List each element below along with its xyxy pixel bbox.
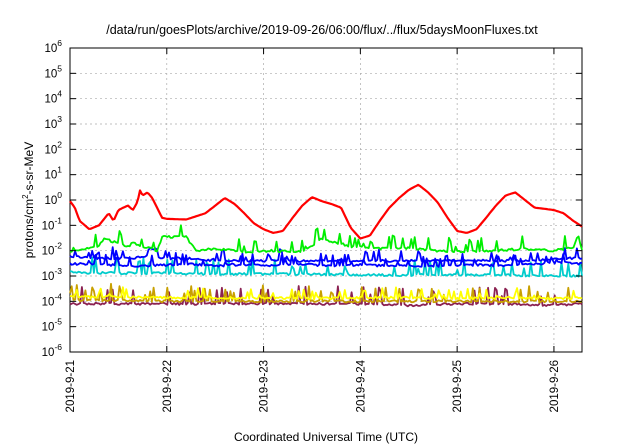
y-tick-base: 10 xyxy=(42,322,55,334)
x-tick-label: 2019-9-23 xyxy=(259,360,271,412)
y-tick-label: 104 xyxy=(44,89,62,106)
y-axis-ticks: 10-610-510-410-310-210-11001011021031041… xyxy=(42,38,582,359)
y-tick-base: 10 xyxy=(44,195,57,207)
y-tick-label: 106 xyxy=(44,38,62,55)
series-line xyxy=(70,256,583,278)
y-tick-exponent: 4 xyxy=(57,89,62,99)
y-tick-base: 10 xyxy=(44,144,57,156)
series-line xyxy=(69,224,583,254)
y-tick-exponent: -1 xyxy=(54,215,62,225)
y-tick-label: 102 xyxy=(44,139,62,156)
y-tick-exponent: -6 xyxy=(54,342,62,352)
x-tick-label: 2019-9-25 xyxy=(452,360,464,412)
y-tick-label: 10-6 xyxy=(42,342,63,359)
y-tick-exponent: 6 xyxy=(57,38,62,48)
x-axis-label: Coordinated Universal Time (UTC) xyxy=(234,430,418,444)
x-tick-label: 2019-9-26 xyxy=(549,360,561,412)
y-tick-label: 103 xyxy=(44,114,62,131)
series-line xyxy=(69,282,583,304)
series-layer xyxy=(69,183,583,308)
y-tick-label: 105 xyxy=(44,63,62,80)
y-tick-exponent: 3 xyxy=(57,114,62,124)
y-tick-base: 10 xyxy=(42,271,55,283)
x-tick-label: 2019-9-21 xyxy=(65,360,77,412)
y-tick-base: 10 xyxy=(44,43,57,55)
y-tick-label: 10-5 xyxy=(42,317,63,334)
y-tick-base: 10 xyxy=(44,94,57,106)
y-tick-base: 10 xyxy=(42,347,55,359)
y-tick-label: 100 xyxy=(44,190,62,207)
y-tick-exponent: -5 xyxy=(54,317,62,327)
y-tick-label: 10-1 xyxy=(42,215,63,232)
y-tick-exponent: -4 xyxy=(54,291,62,301)
x-tick-label: 2019-9-22 xyxy=(162,360,174,412)
y-tick-label: 101 xyxy=(44,165,62,182)
x-tick-label: 2019-9-24 xyxy=(355,359,367,412)
y-tick-exponent: -3 xyxy=(54,266,62,276)
y-tick-exponent: 2 xyxy=(57,139,62,149)
y-tick-base: 10 xyxy=(44,119,57,131)
series-line xyxy=(69,183,583,240)
y-tick-label: 10-3 xyxy=(42,266,63,283)
y-tick-label: 10-2 xyxy=(42,241,63,258)
y-tick-base: 10 xyxy=(42,296,55,308)
y-axis-label: protons/cm2-s-sr-MeV xyxy=(21,142,36,258)
series-line xyxy=(69,286,583,301)
x-axis-ticks: 2019-9-21 2019-9-22 2019-9-23 2019-9-24 2019… xyxy=(65,48,561,412)
y-tick-label: 10-4 xyxy=(42,291,63,308)
y-tick-exponent: 5 xyxy=(57,63,62,73)
y-tick-base: 10 xyxy=(44,170,57,182)
y-tick-base: 10 xyxy=(42,246,55,258)
y-tick-exponent: 1 xyxy=(57,165,62,175)
y-tick-exponent: 0 xyxy=(57,190,62,200)
y-tick-exponent: -2 xyxy=(54,241,62,251)
series-line xyxy=(69,251,583,268)
series-line xyxy=(69,285,583,308)
chart-title: /data/run/goesPlots/archive/2019-09-26/0… xyxy=(106,23,538,37)
y-tick-base: 10 xyxy=(42,220,55,232)
y-tick-base: 10 xyxy=(44,68,57,80)
grid xyxy=(70,48,582,352)
series-line xyxy=(69,246,583,263)
